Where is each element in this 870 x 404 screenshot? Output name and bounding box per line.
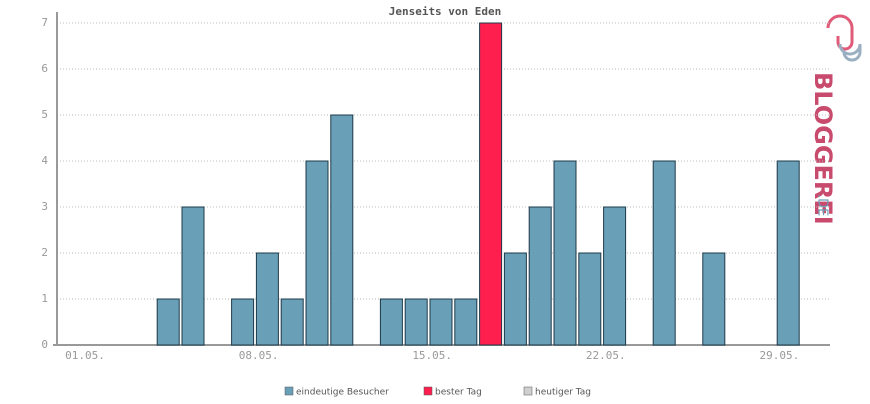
bar	[776, 160, 800, 346]
bar	[231, 298, 255, 346]
y-tick-label: 7	[41, 16, 48, 29]
bar	[330, 114, 354, 346]
y-tick-label: 2	[41, 246, 48, 259]
legend-label: eindeutige Besucher	[296, 388, 389, 398]
logo-text: BLOGGEREI	[809, 72, 837, 225]
chart-title: Jenseits von Eden	[389, 5, 502, 18]
bar	[652, 160, 676, 346]
bar	[702, 252, 726, 346]
x-tick-label: 22.05.	[586, 349, 626, 362]
bar	[404, 298, 428, 346]
x-tick-label: 29.05.	[760, 349, 800, 362]
y-tick-label: 4	[41, 154, 48, 167]
bar	[280, 298, 304, 346]
y-tick-label: 0	[41, 338, 48, 351]
bar	[429, 298, 453, 346]
y-tick-label: 6	[41, 62, 48, 75]
bar	[528, 206, 552, 346]
bar	[255, 252, 279, 346]
bar	[479, 22, 503, 346]
legend-label: bester Tag	[435, 388, 482, 398]
bar	[553, 160, 577, 346]
bar	[578, 252, 602, 346]
x-tick-label: 15.05.	[412, 349, 452, 362]
legend-label: heutiger Tag	[535, 388, 591, 398]
bar	[181, 206, 205, 346]
logo-suffix: .DE	[815, 194, 830, 216]
legend-swatch	[523, 386, 533, 396]
x-tick-label: 01.05.	[65, 349, 105, 362]
y-tick-label: 1	[41, 292, 48, 305]
legend-swatch	[423, 386, 433, 396]
bar	[156, 298, 180, 346]
legend-swatch	[284, 386, 294, 396]
y-tick-label: 3	[41, 200, 48, 213]
x-tick-label: 08.05.	[239, 349, 279, 362]
bar	[503, 252, 527, 346]
bar	[305, 160, 329, 346]
bar	[379, 298, 403, 346]
y-tick-label: 5	[41, 108, 48, 121]
logo: BLOGGEREI .DE	[809, 14, 862, 225]
bar	[454, 298, 478, 346]
bar	[603, 206, 627, 346]
logo-icon	[838, 43, 862, 62]
